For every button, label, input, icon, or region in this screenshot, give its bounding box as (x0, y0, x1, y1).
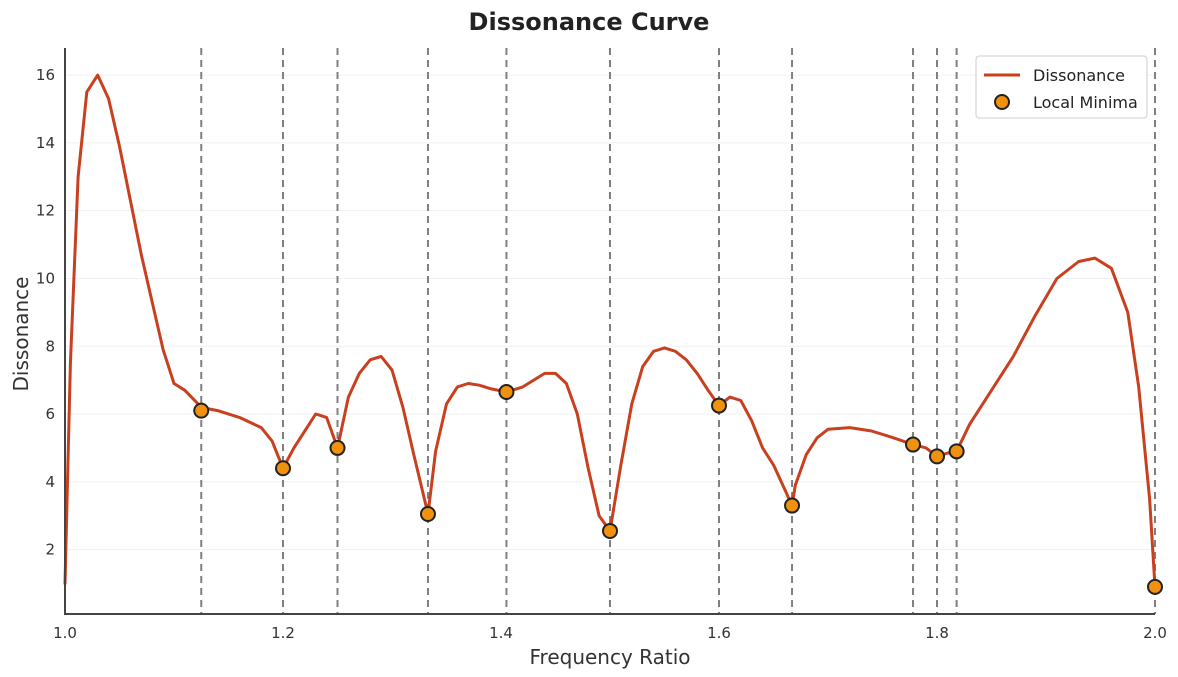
y-tick-label: 8 (45, 337, 55, 355)
local-minimum-point (1147, 578, 1163, 595)
legend: Dissonance Local Minima (975, 55, 1148, 119)
local-minimum-point (602, 522, 618, 539)
local-minimum-point (498, 384, 515, 401)
local-minimum-point (275, 460, 291, 477)
local-minimum-point (929, 448, 945, 465)
local-minima-markers (193, 384, 1163, 595)
legend-marker-swatch (994, 94, 1010, 110)
x-tick-label: 1.2 (271, 624, 295, 642)
legend-box (975, 55, 1148, 119)
y-tick-label: 4 (45, 473, 55, 491)
legend-label-dissonance: Dissonance (1033, 66, 1125, 85)
local-minimum-point (193, 402, 210, 419)
y-tick-label: 14 (36, 134, 55, 152)
y-tick-labels: 2 4 6 8 10 12 14 16 (36, 66, 55, 558)
local-minimum-point (948, 443, 965, 460)
y-tick-label: 16 (36, 66, 55, 84)
local-minimum-point (419, 506, 436, 523)
x-tick-label: 1.6 (707, 624, 731, 642)
y-tick-label: 10 (36, 269, 55, 287)
chart-title: Dissonance Curve (469, 8, 710, 36)
x-tick-label: 2.0 (1143, 624, 1167, 642)
legend-label-local-minima: Local Minima (1033, 93, 1138, 112)
local-minimum-point (711, 397, 727, 414)
local-minimum-point (329, 439, 346, 456)
y-tick-label: 12 (36, 202, 55, 220)
y-axis-label: Dissonance (9, 277, 33, 392)
x-tick-labels: 1.0 1.2 1.4 1.6 1.8 2.0 (53, 624, 1167, 642)
x-tick-label: 1.8 (925, 624, 949, 642)
y-tick-label: 2 (45, 541, 55, 559)
local-minimum-point (784, 497, 801, 514)
x-tick-label: 1.0 (53, 624, 77, 642)
local-minimum-point (905, 436, 922, 453)
y-tick-label: 6 (45, 405, 55, 423)
x-axis-label: Frequency Ratio (529, 645, 690, 669)
x-tick-label: 1.4 (489, 624, 513, 642)
reference-lines (200, 48, 1156, 614)
